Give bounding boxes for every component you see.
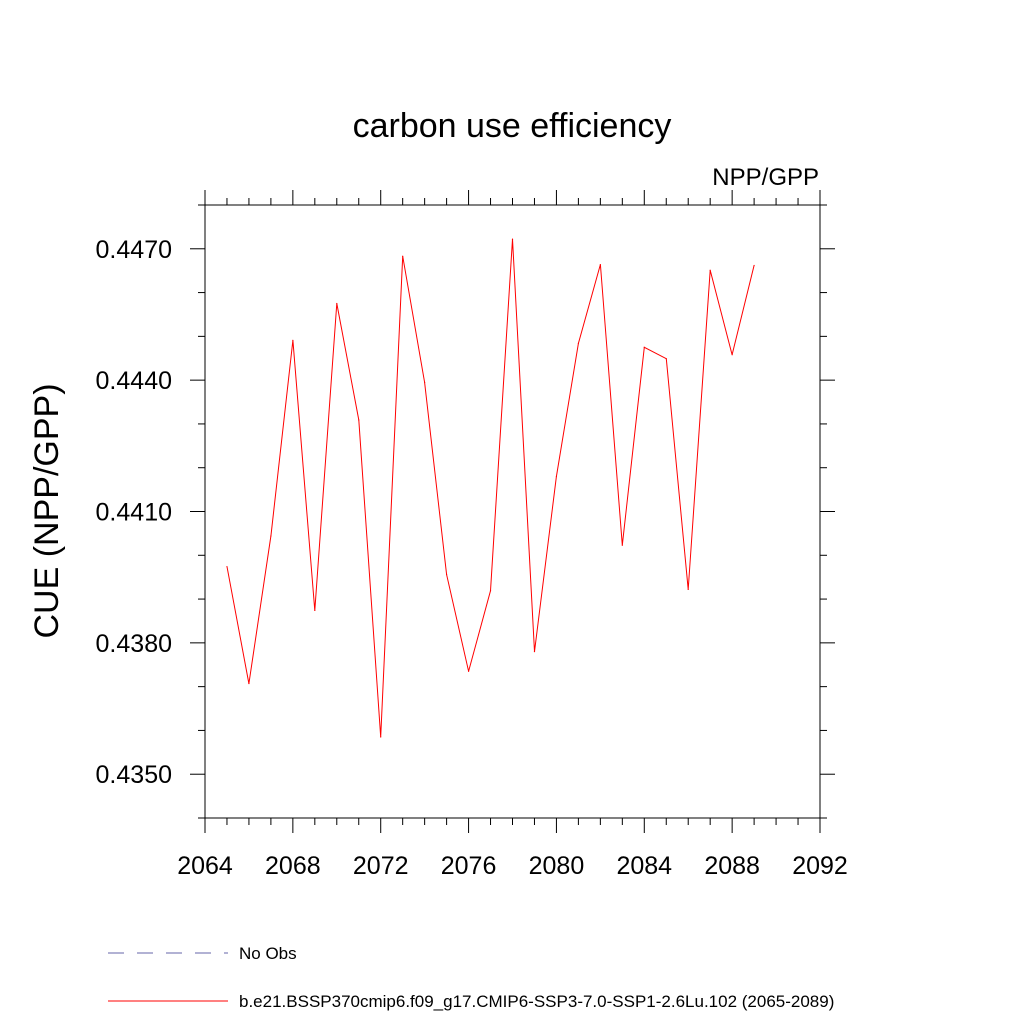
data-point xyxy=(599,263,601,266)
x-tick-label: 2080 xyxy=(529,852,585,880)
data-point xyxy=(446,573,448,576)
data-point xyxy=(709,269,711,271)
data-point xyxy=(248,682,250,685)
x-tick-label: 2092 xyxy=(792,852,848,880)
legend: No Obs b.e21.BSSP370cmip6.f09_g17.CMIP6-… xyxy=(108,944,834,1011)
data-point xyxy=(511,238,514,240)
data-point xyxy=(380,736,382,738)
data-point xyxy=(643,346,645,348)
y-tick-label: 0.4470 xyxy=(96,236,172,264)
x-tick-labels: 2064 2068 2072 2076 2080 2084 2088 2092 xyxy=(177,852,848,880)
chart-subtitle: NPP/GPP xyxy=(712,164,819,191)
chart-title: carbon use efficiency xyxy=(353,107,672,145)
y-tick-label: 0.4350 xyxy=(96,761,172,789)
data-point xyxy=(424,381,426,383)
data-point xyxy=(621,544,623,546)
y-tick-label: 0.4380 xyxy=(96,630,172,658)
data-point xyxy=(687,588,689,591)
y-tick-label: 0.4410 xyxy=(96,499,172,527)
x-tick-label: 2064 xyxy=(177,852,233,880)
legend-label-no-obs: No Obs xyxy=(239,944,297,963)
data-point xyxy=(533,651,536,653)
legend-label-model: b.e21.BSSP370cmip6.f09_g17.CMIP6-SSP3-7.… xyxy=(239,992,834,1011)
y-axis-label: CUE (NPP/GPP) xyxy=(28,383,66,638)
data-point xyxy=(665,358,667,360)
data-point xyxy=(731,354,733,356)
series-line xyxy=(226,239,755,738)
data-point xyxy=(358,419,360,421)
series-group xyxy=(226,238,755,738)
data-point xyxy=(467,670,470,672)
x-tick-label: 2068 xyxy=(265,852,321,880)
data-point xyxy=(336,302,338,305)
data-point xyxy=(753,264,755,267)
x-tick-label: 2088 xyxy=(704,852,760,880)
data-point xyxy=(402,255,404,257)
data-point xyxy=(270,535,272,537)
x-tick-label: 2084 xyxy=(616,852,672,880)
data-point xyxy=(292,339,294,341)
data-point xyxy=(314,609,316,612)
y-axis-ticks xyxy=(190,204,835,819)
plot-frame xyxy=(204,204,821,819)
data-point xyxy=(226,566,228,568)
y-tick-labels: 0.4350 0.4380 0.4410 0.4440 0.4470 xyxy=(96,236,172,789)
y-tick-label: 0.4440 xyxy=(96,367,172,395)
data-point xyxy=(577,342,579,344)
data-point xyxy=(555,475,558,478)
data-point xyxy=(489,590,492,592)
x-tick-label: 2076 xyxy=(441,852,497,880)
x-axis-ticks xyxy=(204,190,821,833)
x-tick-label: 2072 xyxy=(353,852,409,880)
